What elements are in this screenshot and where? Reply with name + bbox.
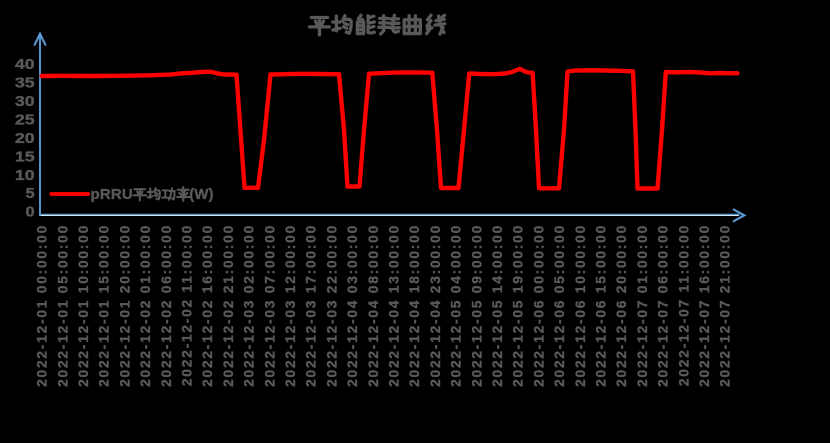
svg-text:2022-12-01 15:00:00: 2022-12-01 15:00:00 xyxy=(97,224,112,387)
svg-text:20: 20 xyxy=(15,131,35,147)
svg-text:2022-12-02 06:00:00: 2022-12-02 06:00:00 xyxy=(159,224,174,387)
svg-text:2022-12-07 11:00:00: 2022-12-07 11:00:00 xyxy=(676,224,691,386)
svg-text:10: 10 xyxy=(15,168,35,184)
svg-text:2022-12-04 13:00:00: 2022-12-04 13:00:00 xyxy=(386,224,401,387)
svg-text:2022-12-06 20:00:00: 2022-12-06 20:00:00 xyxy=(614,224,629,387)
svg-text:2022-12-03 12:00:00: 2022-12-03 12:00:00 xyxy=(283,224,298,387)
svg-text:40: 40 xyxy=(15,57,35,73)
svg-text:30: 30 xyxy=(15,94,35,110)
svg-text:25: 25 xyxy=(15,112,35,128)
svg-text:(W): (W) xyxy=(189,186,213,203)
svg-text:0: 0 xyxy=(26,205,35,221)
svg-text:2022-12-07 01:00:00: 2022-12-07 01:00:00 xyxy=(635,224,650,387)
svg-text:2022-12-01 05:00:00: 2022-12-01 05:00:00 xyxy=(55,224,70,387)
svg-text:2022-12-01 00:00:00: 2022-12-01 00:00:00 xyxy=(35,224,50,387)
svg-text:15: 15 xyxy=(15,149,35,165)
svg-text:2022-12-05 14:00:00: 2022-12-05 14:00:00 xyxy=(490,224,505,387)
svg-text:2022-12-01 10:00:00: 2022-12-01 10:00:00 xyxy=(76,224,91,387)
svg-text:2022-12-05 19:00:00: 2022-12-05 19:00:00 xyxy=(511,224,526,387)
svg-text:2022-12-03 22:00:00: 2022-12-03 22:00:00 xyxy=(324,224,339,387)
svg-text:2022-12-04 03:00:00: 2022-12-04 03:00:00 xyxy=(345,224,360,387)
svg-text:2022-12-01 20:00:00: 2022-12-01 20:00:00 xyxy=(117,224,132,387)
svg-text:2022-12-02 01:00:00: 2022-12-02 01:00:00 xyxy=(138,224,153,387)
svg-text:2022-12-03 02:00:00: 2022-12-03 02:00:00 xyxy=(242,224,257,387)
svg-text:35: 35 xyxy=(15,76,35,92)
svg-text:2022-12-02 16:00:00: 2022-12-02 16:00:00 xyxy=(200,224,215,387)
svg-text:2022-12-02 21:00:00: 2022-12-02 21:00:00 xyxy=(221,224,236,387)
svg-text:2022-12-06 10:00:00: 2022-12-06 10:00:00 xyxy=(573,224,588,387)
svg-text:2022-12-07 21:00:00: 2022-12-07 21:00:00 xyxy=(718,224,733,387)
svg-text:2022-12-04 08:00:00: 2022-12-04 08:00:00 xyxy=(366,224,381,387)
svg-text:2022-12-05 04:00:00: 2022-12-05 04:00:00 xyxy=(449,224,464,387)
svg-text:2022-12-02 11:00:00: 2022-12-02 11:00:00 xyxy=(179,224,194,386)
svg-text:2022-12-04 18:00:00: 2022-12-04 18:00:00 xyxy=(407,224,422,387)
svg-text:pRRU: pRRU xyxy=(91,186,133,203)
svg-text:2022-12-03 07:00:00: 2022-12-03 07:00:00 xyxy=(262,224,277,387)
svg-text:2022-12-06 00:00:00: 2022-12-06 00:00:00 xyxy=(531,224,546,387)
svg-text:2022-12-07 16:00:00: 2022-12-07 16:00:00 xyxy=(697,224,712,387)
svg-text:2022-12-06 05:00:00: 2022-12-06 05:00:00 xyxy=(552,224,567,387)
svg-text:2022-12-05 09:00:00: 2022-12-05 09:00:00 xyxy=(469,224,484,387)
svg-text:2022-12-07 06:00:00: 2022-12-07 06:00:00 xyxy=(656,224,671,387)
svg-text:5: 5 xyxy=(26,186,35,202)
svg-text:2022-12-04 23:00:00: 2022-12-04 23:00:00 xyxy=(428,224,443,387)
svg-text:2022-12-06 15:00:00: 2022-12-06 15:00:00 xyxy=(593,224,608,387)
svg-text:2022-12-03 17:00:00: 2022-12-03 17:00:00 xyxy=(304,224,319,387)
